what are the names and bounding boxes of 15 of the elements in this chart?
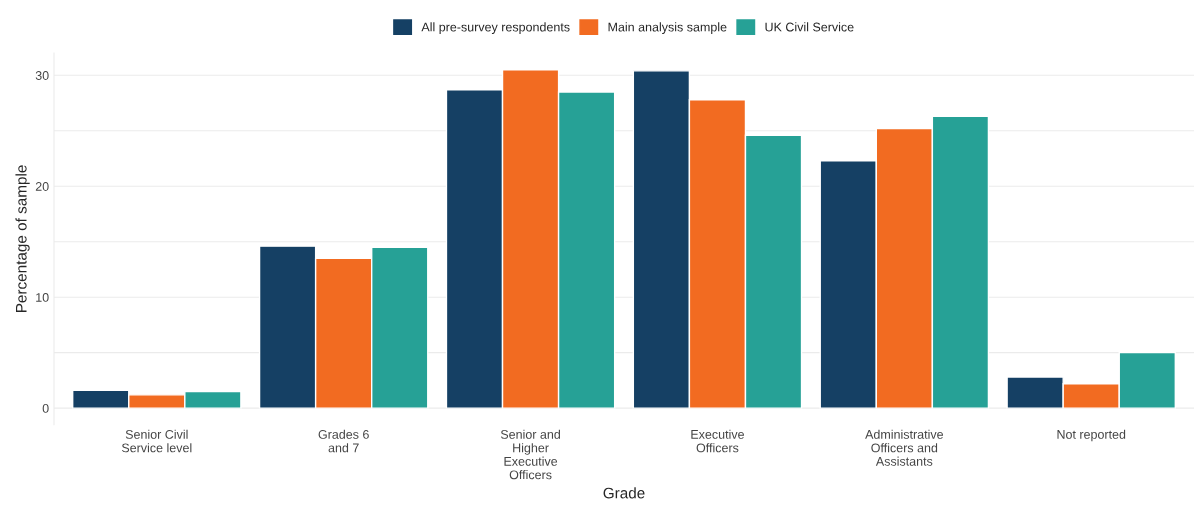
x-tick-label: Administrative Officers and Assistants — [865, 429, 944, 466]
y-tick-label: 30 — [35, 71, 49, 80]
y-tick-label: 10 — [36, 293, 49, 302]
y-tick-label: 0 — [42, 403, 49, 413]
legend-label: UK Civil Service — [765, 22, 854, 32]
x-tick-label: Executive Officers — [691, 429, 744, 453]
y-tick-label: 20 — [35, 182, 49, 191]
legend-label: All pre-survey respondents — [421, 22, 570, 34]
x-tick-label: Senior and Higher Executive Officers — [500, 429, 560, 480]
y-axis-title: Percentage of sample — [15, 165, 30, 312]
x-axis-title: Grade — [603, 487, 645, 499]
legend-label: Main analysis sample — [608, 22, 727, 34]
x-tick-label: Not reported — [1057, 429, 1126, 442]
x-tick-label: Grades 6 and 7 — [318, 429, 369, 453]
x-tick-label: Senior Civil Service level — [121, 429, 192, 453]
